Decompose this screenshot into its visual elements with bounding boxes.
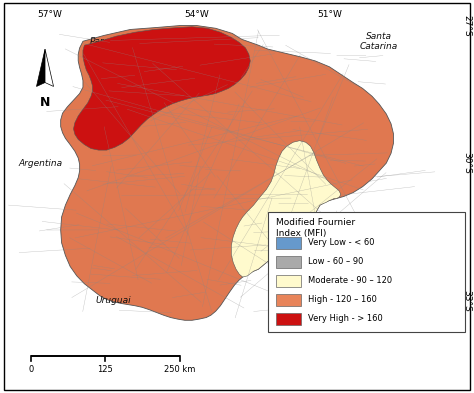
Text: Santa
Catarina: Santa Catarina bbox=[360, 31, 398, 51]
Text: 33°S: 33°S bbox=[463, 290, 472, 312]
Polygon shape bbox=[45, 49, 54, 86]
Text: Low - 60 – 90: Low - 60 – 90 bbox=[308, 257, 364, 266]
Text: 250 km: 250 km bbox=[164, 365, 196, 374]
Bar bbox=[276, 256, 301, 268]
Bar bbox=[276, 237, 301, 249]
Text: 51°W: 51°W bbox=[317, 10, 342, 19]
Bar bbox=[276, 275, 301, 287]
Polygon shape bbox=[36, 49, 45, 86]
Text: 30°S: 30°S bbox=[463, 152, 472, 174]
Text: Very Low - < 60: Very Low - < 60 bbox=[308, 239, 374, 247]
Text: 57°W: 57°W bbox=[37, 10, 62, 19]
Polygon shape bbox=[61, 26, 393, 320]
Polygon shape bbox=[231, 141, 340, 277]
Text: 0: 0 bbox=[28, 365, 34, 374]
Bar bbox=[276, 313, 301, 325]
Text: 125: 125 bbox=[97, 365, 113, 374]
Text: Uruguai: Uruguai bbox=[96, 296, 132, 305]
Text: 54°W: 54°W bbox=[184, 10, 209, 19]
Bar bbox=[268, 212, 465, 332]
Text: Modified Fournier
Index (MFI): Modified Fournier Index (MFI) bbox=[276, 218, 356, 237]
Text: Paraguai: Paraguai bbox=[90, 37, 130, 46]
Bar bbox=[276, 294, 301, 306]
Polygon shape bbox=[73, 27, 250, 150]
Text: Argentina: Argentina bbox=[19, 159, 63, 167]
Text: Atlantic
Ocean: Atlantic Ocean bbox=[301, 291, 335, 310]
Text: N: N bbox=[40, 96, 50, 109]
Text: Very High - > 160: Very High - > 160 bbox=[308, 314, 383, 323]
Text: 27°S: 27°S bbox=[463, 15, 472, 37]
Text: High - 120 – 160: High - 120 – 160 bbox=[308, 295, 377, 304]
Text: Moderate - 90 – 120: Moderate - 90 – 120 bbox=[308, 276, 392, 285]
